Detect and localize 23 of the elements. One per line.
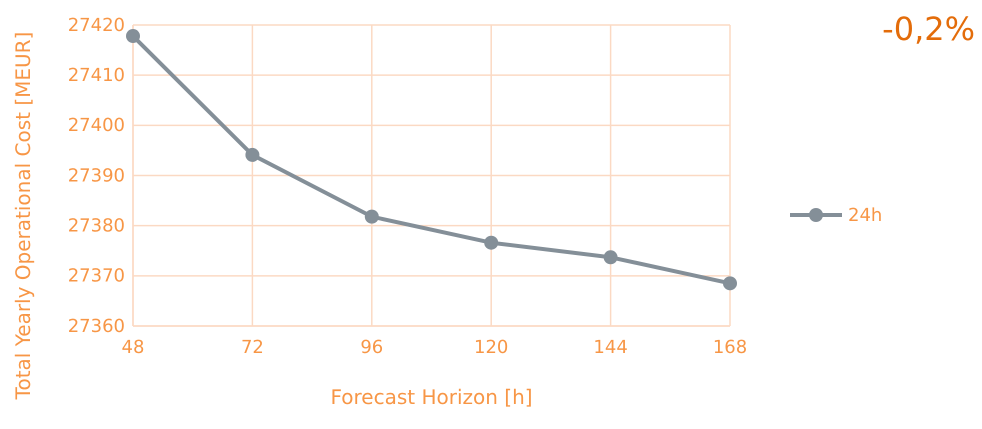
x-tick-label: 120 [474,336,508,358]
x-axis-title: Forecast Horizon [h] [330,385,533,409]
x-tick-label: 168 [712,336,748,358]
y-tick-label: 27360 [68,316,125,337]
y-tick-label: 27420 [68,14,125,36]
x-tick-label: 72 [240,336,264,358]
x-tick-label: 48 [122,336,144,358]
point [364,210,379,224]
point [484,236,498,250]
y-tick-label: 27390 [68,165,125,186]
legend-label: 24h [848,205,882,226]
point [126,29,140,44]
point [245,148,260,162]
point [723,276,737,290]
point [604,250,618,264]
y-tick-label: 27380 [68,215,125,236]
x-tick-label: 96 [360,336,384,358]
y-tick-label: 27410 [68,64,125,86]
text: -0,2% [882,10,975,48]
y-tick-label: 27370 [68,266,125,287]
x-tick-label: 144 [593,336,628,358]
y-axis-title: Total Yearly Operational Cost [MEUR] [11,32,35,400]
y-tick-label: 27400 [68,115,125,136]
